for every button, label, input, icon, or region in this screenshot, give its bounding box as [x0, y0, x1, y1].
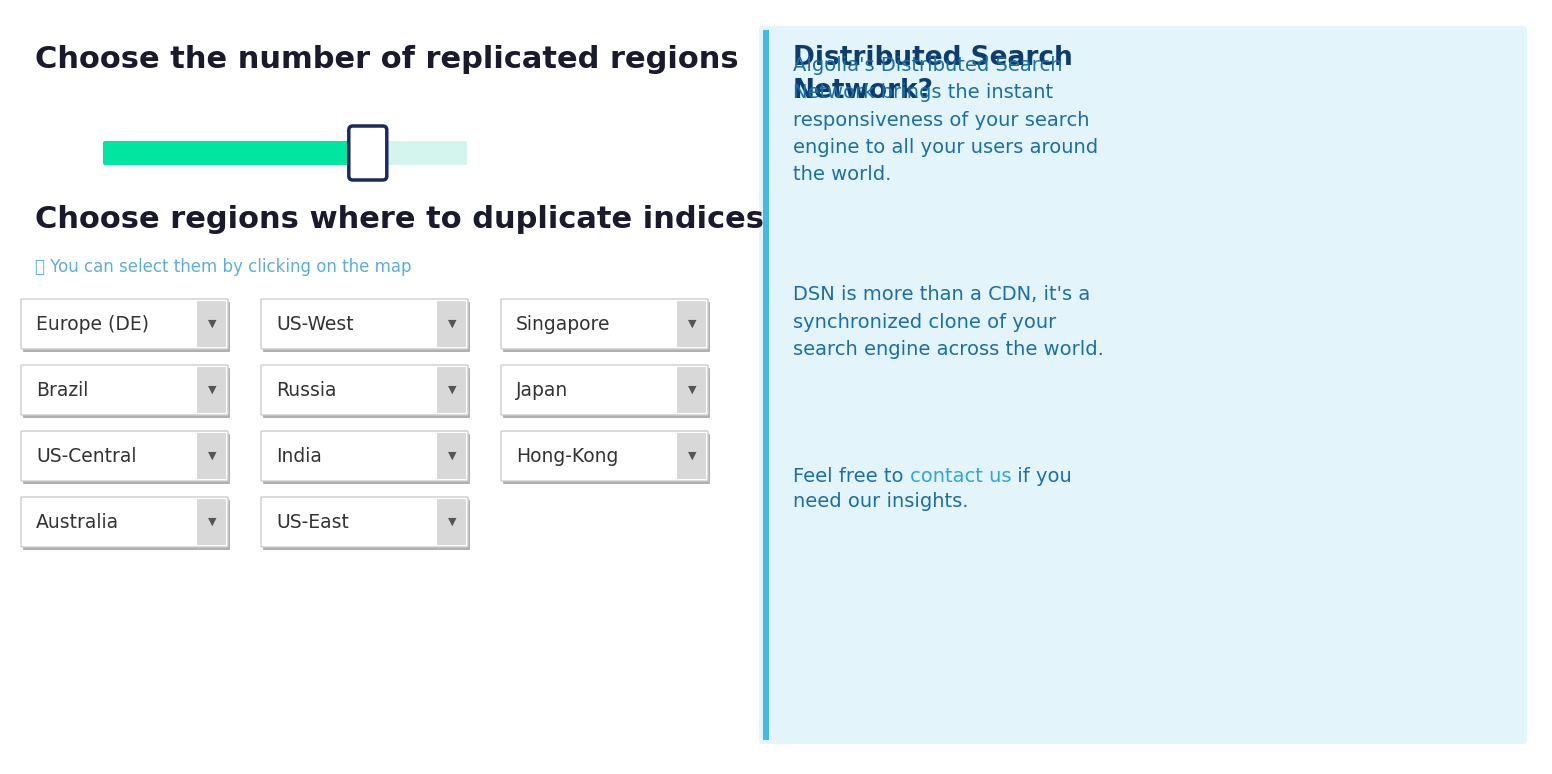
- Bar: [438, 301, 466, 347]
- Text: Australia: Australia: [36, 512, 120, 532]
- Text: US-East: US-East: [276, 512, 349, 532]
- FancyBboxPatch shape: [503, 302, 709, 352]
- FancyBboxPatch shape: [23, 500, 230, 550]
- Text: need our insights.: need our insights.: [793, 492, 968, 511]
- FancyBboxPatch shape: [501, 299, 708, 349]
- FancyBboxPatch shape: [262, 302, 470, 352]
- Bar: [197, 433, 227, 479]
- Bar: [438, 499, 466, 545]
- Text: Feel free to: Feel free to: [793, 467, 909, 486]
- Text: DSN is more than a CDN, it's a
synchronized clone of your
search engine across t: DSN is more than a CDN, it's a synchroni…: [793, 286, 1103, 359]
- Text: if you: if you: [1012, 467, 1072, 486]
- FancyBboxPatch shape: [261, 299, 469, 349]
- FancyBboxPatch shape: [503, 368, 709, 418]
- Text: ⓘ You can select them by clicking on the map: ⓘ You can select them by clicking on the…: [36, 258, 411, 276]
- Text: US-West: US-West: [276, 314, 354, 334]
- FancyBboxPatch shape: [503, 434, 709, 484]
- FancyBboxPatch shape: [759, 26, 1527, 744]
- FancyBboxPatch shape: [261, 497, 469, 547]
- Text: ▼: ▼: [208, 451, 216, 461]
- FancyBboxPatch shape: [349, 126, 386, 180]
- Bar: [197, 301, 227, 347]
- Text: ▼: ▼: [447, 517, 456, 527]
- Text: ▼: ▼: [447, 319, 456, 329]
- Bar: [764, 30, 768, 740]
- FancyBboxPatch shape: [22, 431, 228, 481]
- Text: ▼: ▼: [688, 385, 697, 395]
- Text: Europe (DE): Europe (DE): [36, 314, 149, 334]
- FancyBboxPatch shape: [23, 434, 230, 484]
- Text: Distributed Search
Network?: Distributed Search Network?: [793, 45, 1072, 104]
- Text: ▼: ▼: [208, 319, 216, 329]
- Text: US-Central: US-Central: [36, 447, 137, 465]
- Text: ▼: ▼: [208, 385, 216, 395]
- FancyBboxPatch shape: [262, 368, 470, 418]
- FancyBboxPatch shape: [22, 497, 228, 547]
- Text: India: India: [276, 447, 321, 465]
- FancyBboxPatch shape: [102, 141, 467, 165]
- FancyBboxPatch shape: [501, 365, 708, 415]
- FancyBboxPatch shape: [23, 302, 230, 352]
- FancyBboxPatch shape: [262, 500, 470, 550]
- FancyBboxPatch shape: [261, 431, 469, 481]
- Text: Hong-Kong: Hong-Kong: [515, 447, 618, 465]
- FancyBboxPatch shape: [501, 431, 708, 481]
- Text: ▼: ▼: [688, 319, 697, 329]
- FancyBboxPatch shape: [22, 299, 228, 349]
- FancyBboxPatch shape: [22, 365, 228, 415]
- Text: ▼: ▼: [208, 517, 216, 527]
- Text: Brazil: Brazil: [36, 381, 88, 399]
- Text: Singapore: Singapore: [515, 314, 610, 334]
- Bar: [677, 367, 706, 413]
- Text: Choose regions where to duplicate indices: Choose regions where to duplicate indice…: [36, 205, 764, 234]
- Bar: [677, 433, 706, 479]
- Text: ▼: ▼: [688, 451, 697, 461]
- Text: ▼: ▼: [447, 451, 456, 461]
- FancyBboxPatch shape: [261, 365, 469, 415]
- FancyBboxPatch shape: [23, 368, 230, 418]
- Text: contact us: contact us: [909, 467, 1012, 486]
- Bar: [438, 367, 466, 413]
- Bar: [197, 499, 227, 545]
- Bar: [197, 367, 227, 413]
- Text: ▼: ▼: [447, 385, 456, 395]
- Text: Russia: Russia: [276, 381, 337, 399]
- Text: Algolia's Distributed Search
Network brings the instant
responsiveness of your s: Algolia's Distributed Search Network bri…: [793, 56, 1099, 184]
- Text: Japan: Japan: [515, 381, 568, 399]
- Bar: [677, 301, 706, 347]
- FancyBboxPatch shape: [102, 141, 369, 165]
- Bar: [438, 433, 466, 479]
- Text: Choose the number of replicated regions: Choose the number of replicated regions: [36, 45, 739, 74]
- FancyBboxPatch shape: [262, 434, 470, 484]
